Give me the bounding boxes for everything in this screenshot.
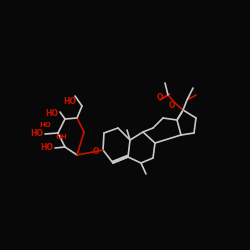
Text: HO: HO (39, 122, 51, 128)
Text: OH: OH (56, 134, 68, 140)
Text: HO: HO (40, 144, 54, 152)
Text: HO: HO (30, 130, 44, 138)
Text: O: O (157, 92, 163, 102)
Text: O: O (169, 102, 175, 110)
Text: HO: HO (64, 96, 76, 106)
Text: O: O (93, 148, 99, 156)
Text: HO: HO (46, 110, 59, 118)
